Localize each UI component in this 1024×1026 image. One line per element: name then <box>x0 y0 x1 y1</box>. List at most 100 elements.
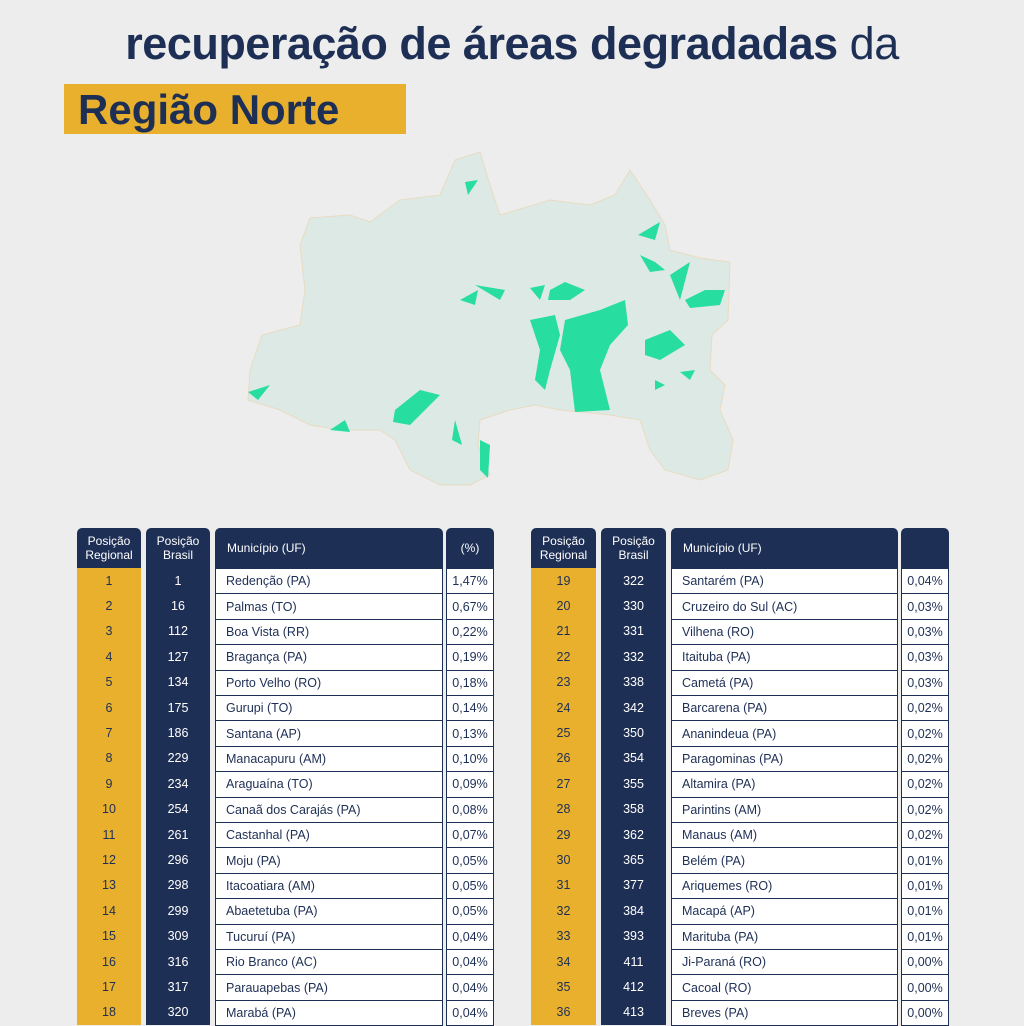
percentage: 0,10% <box>446 745 494 773</box>
column-header: Município (UF) <box>671 528 898 568</box>
regional-position: 30 <box>556 853 571 868</box>
brazil-position: 393 <box>623 929 644 944</box>
municipality: Macapá (AP) <box>671 898 898 925</box>
regional-position: 2 <box>105 599 113 614</box>
regional-position: 1 <box>105 573 113 588</box>
percentage: 0,05% <box>446 898 494 925</box>
municipality: Ananindeua (PA) <box>671 720 898 747</box>
regional-position: 28 <box>556 802 571 817</box>
percentage: 0,03% <box>901 618 949 646</box>
regional-position: 18 <box>102 1005 116 1020</box>
brazil-position: 354 <box>623 751 644 766</box>
regional-position: 13 <box>102 878 116 893</box>
percentage: 0,05% <box>446 847 494 874</box>
brazil-position: 411 <box>623 954 644 969</box>
municipality: Gurupi (TO) <box>215 695 443 722</box>
percentage: 0,05% <box>446 872 494 900</box>
highlight-text: Região Norte <box>78 86 340 133</box>
percentage: 0,09% <box>446 771 494 798</box>
brazil-position: 127 <box>167 649 189 664</box>
brazil-position: 229 <box>167 751 189 766</box>
brazil-position: 330 <box>623 599 644 614</box>
regional-position: 26 <box>556 751 571 766</box>
regional-position: 15 <box>102 929 116 944</box>
brazil-position: 322 <box>623 573 644 588</box>
percentage: 0,03% <box>901 669 949 696</box>
brazil-position: 309 <box>167 929 189 944</box>
brazil-position: 112 <box>168 624 188 639</box>
municipality: Belém (PA) <box>671 847 898 874</box>
highlighted-municipalities <box>248 180 725 478</box>
regional-position: 32 <box>556 903 571 918</box>
municipality: Ariquemes (RO) <box>671 872 898 900</box>
municipality: Abaetetuba (PA) <box>215 898 443 925</box>
municipality: Manaus (AM) <box>671 822 898 849</box>
regional-position: 12 <box>102 853 116 868</box>
percentage: 0,01% <box>901 923 949 950</box>
region-shape <box>247 151 734 486</box>
percentage: 0,02% <box>901 745 949 773</box>
map <box>247 151 734 486</box>
column-header: Posição Regional <box>77 528 141 568</box>
percentage: 0,02% <box>901 720 949 747</box>
percentage: 0,04% <box>446 974 494 1001</box>
percentage: 0,04% <box>901 568 949 595</box>
brazil-position: 338 <box>623 675 644 690</box>
regional-position: 7 <box>105 726 113 741</box>
municipality: Marituba (PA) <box>671 923 898 950</box>
percentage: 0,18% <box>446 669 494 696</box>
brazil-position: 362 <box>623 827 644 842</box>
percentage: 0,01% <box>901 872 949 900</box>
title-bold: recuperação de áreas degradadas <box>125 18 838 69</box>
municipality: Breves (PA) <box>671 999 898 1026</box>
municipality: Itacoatiara (AM) <box>215 872 443 900</box>
regional-position: 31 <box>556 878 571 893</box>
brazil-position: 355 <box>623 776 644 791</box>
brazil-position: 342 <box>623 700 644 715</box>
brazil-position: 186 <box>167 726 189 741</box>
percentage: 0,02% <box>901 695 949 722</box>
percentage: 0,14% <box>446 695 494 722</box>
column-strip <box>77 568 141 1026</box>
brazil-position: 175 <box>167 700 189 715</box>
regional-position: 24 <box>556 700 571 715</box>
brazil-position: 261 <box>167 827 189 842</box>
percentage: 0,03% <box>901 644 949 671</box>
brazil-position: 384 <box>623 903 644 918</box>
municipality: Santarém (PA) <box>671 568 898 595</box>
brazil-position: 413 <box>623 1005 644 1020</box>
municipality: Moju (PA) <box>215 847 443 874</box>
municipality: Barcarena (PA) <box>671 695 898 722</box>
regional-position: 9 <box>105 776 113 791</box>
brazil-position: 1 <box>174 573 182 588</box>
regional-position: 14 <box>102 903 116 918</box>
column-strip <box>601 568 666 1026</box>
municipality: Porto Velho (RO) <box>215 669 443 696</box>
municipality: Castanhal (PA) <box>215 822 443 849</box>
municipality: Vilhena (RO) <box>671 618 898 646</box>
municipality: Itaituba (PA) <box>671 644 898 671</box>
title-regular: da <box>849 18 900 69</box>
regional-position: 10 <box>102 802 116 817</box>
brazil-position: 350 <box>623 726 644 741</box>
column-header <box>901 528 949 568</box>
regional-position: 36 <box>556 1005 571 1020</box>
percentage: 0,02% <box>901 796 949 823</box>
percentage: 0,00% <box>901 999 949 1026</box>
municipality: Cacoal (RO) <box>671 974 898 1001</box>
municipality: Parauapebas (PA) <box>215 974 443 1001</box>
brazil-position: 331 <box>623 624 644 639</box>
regional-position: 3 <box>105 624 113 639</box>
title: recuperação de áreas degradadas da <box>0 18 1024 70</box>
regional-position: 19 <box>556 573 571 588</box>
percentage: 0,04% <box>446 949 494 976</box>
brazil-position: 296 <box>167 853 189 868</box>
brazil-position: 320 <box>167 1005 189 1020</box>
regional-position: 34 <box>556 954 571 969</box>
percentage: 0,67% <box>446 593 494 620</box>
column-header: Posição Regional <box>531 528 596 568</box>
regional-position: 5 <box>105 675 113 690</box>
regional-position: 35 <box>556 980 571 995</box>
municipality: Manacapuru (AM) <box>215 745 443 773</box>
regional-position: 8 <box>105 751 113 766</box>
